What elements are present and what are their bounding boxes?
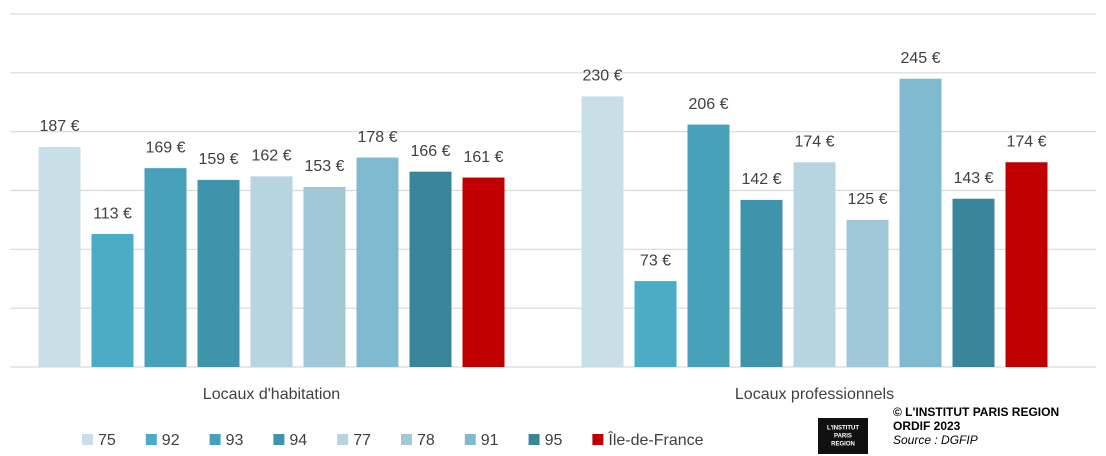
bar — [409, 171, 452, 367]
value-label: 113 € — [93, 205, 132, 222]
legend-swatch — [592, 434, 604, 445]
legend-label: 92 — [162, 432, 180, 449]
value-label: 230 € — [582, 68, 622, 85]
bar — [250, 176, 293, 367]
legend-swatch — [145, 434, 157, 445]
logo-text: L'INSTITUT — [827, 426, 859, 432]
bar — [462, 177, 505, 367]
bar — [952, 198, 995, 367]
legend-label: 95 — [545, 432, 563, 449]
legend-label: Île-de-France — [607, 430, 703, 449]
value-label: 187 € — [39, 118, 79, 135]
bar — [899, 78, 942, 367]
legend-swatch — [337, 434, 349, 445]
legend-label: 77 — [353, 432, 371, 449]
value-label: 153 € — [304, 158, 344, 175]
legend-label: 94 — [289, 432, 307, 449]
value-label: 166 € — [410, 143, 450, 160]
value-label: 161 € — [463, 149, 503, 166]
value-label: 174 € — [1006, 133, 1046, 150]
bar — [197, 179, 240, 367]
bar — [303, 186, 346, 367]
source: Source : DGFIP — [893, 433, 978, 447]
bar — [581, 96, 624, 367]
bar — [356, 157, 399, 367]
value-label: 143 € — [953, 170, 993, 187]
legend-swatch — [82, 434, 93, 445]
value-label: 159 € — [198, 151, 238, 168]
legend-swatch — [400, 434, 412, 445]
legend-swatch — [528, 434, 540, 445]
bar — [144, 168, 187, 367]
legend-label: 93 — [226, 432, 244, 449]
legend-label: 78 — [417, 432, 435, 449]
x-tick-label: Locaux professionnels — [735, 386, 894, 403]
legend-swatch — [464, 434, 476, 445]
legend-swatch — [209, 434, 221, 445]
value-label: 162 € — [251, 148, 291, 165]
bar — [740, 199, 783, 367]
logo — [818, 418, 868, 454]
bar — [634, 281, 677, 367]
legend-label: 91 — [481, 432, 499, 449]
logo-text: PARIS — [834, 434, 852, 440]
bar — [91, 234, 134, 367]
bar — [687, 124, 730, 368]
bar — [793, 162, 836, 367]
logo-text: REGION — [831, 442, 855, 448]
value-label: 125 € — [847, 191, 887, 208]
value-label: 245 € — [900, 50, 940, 67]
value-label: 174 € — [794, 133, 834, 150]
credit: © L'INSTITUT PARIS REGION — [893, 405, 1059, 419]
legend-label: 75 — [98, 432, 116, 449]
legend-swatch — [273, 434, 285, 445]
value-label: 73 € — [640, 252, 671, 269]
bar — [38, 146, 81, 367]
value-label: 206 € — [688, 96, 728, 113]
bar — [1005, 162, 1048, 367]
value-label: 142 € — [741, 171, 781, 188]
value-label: 178 € — [357, 129, 397, 146]
x-tick-label: Locaux d'habitation — [203, 386, 340, 403]
value-label: 169 € — [145, 139, 185, 156]
credit: ORDIF 2023 — [893, 419, 961, 433]
bar — [846, 219, 889, 367]
